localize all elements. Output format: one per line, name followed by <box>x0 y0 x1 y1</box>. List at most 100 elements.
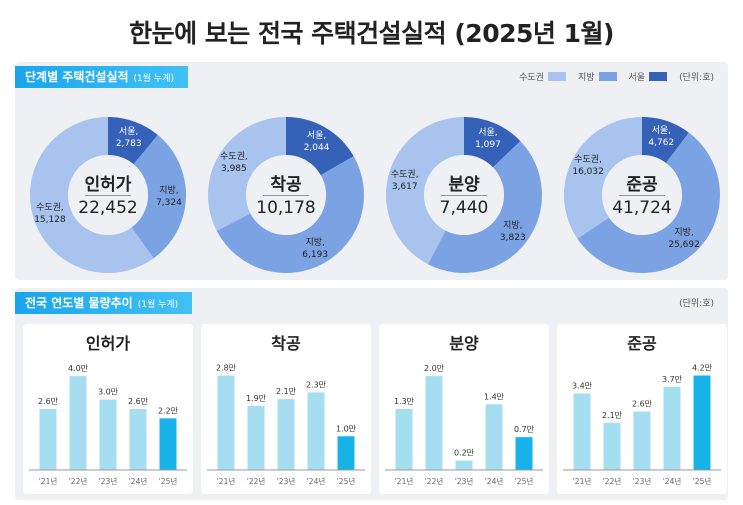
slice-label-수도권: 수도권, 3,985 <box>212 151 256 175</box>
bar-card-start: 착공 2.8만 '21년 1.9만 '22년 2.1만 '23년 2.3만 '24년 1.0만 '2… <box>201 324 371 494</box>
bar-card-permit: 인허가 2.6만 '21년 4.0만 '22년 3.0만 '23년 2.6만 '24년 2.2만 '… <box>23 324 193 494</box>
slice-label-value: 7,324 <box>156 198 182 209</box>
bar-value-label: 2.6만 <box>632 400 653 409</box>
section-tab-label: 전국 연도별 물량추이 <box>25 296 133 310</box>
donut-center-total: 41,724 <box>612 198 672 218</box>
donut-slice-수도권 <box>386 117 464 265</box>
bar-value-label: 0.2만 <box>454 449 475 458</box>
bar-category-label: '25년 <box>693 476 712 486</box>
bar-2 <box>277 399 295 470</box>
bar-4 <box>515 437 533 470</box>
slice-label-지방: 지방, 25,692 <box>662 227 706 251</box>
slice-label-수도권: 수도권, 3,617 <box>383 169 427 193</box>
slice-label-지방: 지방, 3,823 <box>491 220 535 244</box>
bar-value-label: 2.8만 <box>216 364 237 373</box>
bar-chart-svg: 2.8만 '21년 1.9만 '22년 2.1만 '23년 2.3만 '24년 1.0만 '25년 <box>207 364 365 486</box>
donut-center-total: 22,452 <box>78 198 138 218</box>
slice-label-지방: 지방, 7,324 <box>147 185 191 209</box>
slice-label-수도권: 수도권, 16,032 <box>566 154 610 178</box>
slice-label-value: 4,762 <box>648 138 675 149</box>
legend-swatch-metro <box>547 72 566 81</box>
slice-label-서울: 서울, 1,097 <box>466 127 510 151</box>
bar-value-label: 3.0만 <box>98 388 119 397</box>
unit-note: (단위:호) <box>679 299 714 309</box>
bar-3 <box>485 404 503 470</box>
bar-category-label: '25년 <box>159 476 178 486</box>
bar-category-label: '22년 <box>247 476 266 486</box>
donut-slice-서울 <box>108 117 158 165</box>
donut-slice-서울 <box>464 117 521 168</box>
bar-value-label: 1.3만 <box>394 397 415 406</box>
bar-2 <box>99 399 117 470</box>
bar-value-label: 2.3만 <box>306 380 327 389</box>
card-title: 분양 <box>449 334 479 353</box>
bar-1 <box>603 422 621 470</box>
bar-category-label: '22년 <box>69 476 88 486</box>
donut-center-divider <box>619 195 665 196</box>
bar-card-complete: 준공 3.4만 '21년 2.1만 '22년 2.6만 '23년 3.7만 '24년 4.2만 '2… <box>557 324 727 494</box>
yearly-trend-panel: 전국 연도별 물량추이 (1월 누계) (단위:호) 인허가 2.6만 '21년 4.0… <box>15 288 728 500</box>
bar-category-label: '22년 <box>425 476 444 486</box>
donut-complete: 서울, 4,762 지방, 25,692 수도권, 16,032 준공 41,724 <box>557 110 727 280</box>
slice-label-value: 3,823 <box>499 232 526 243</box>
bar-chart-svg: 2.6만 '21년 4.0만 '22년 3.0만 '23년 2.6만 '24년 2.2만 '25년 <box>29 364 187 486</box>
legend-label-local: 지방 <box>577 73 595 83</box>
bar-value-label: 2.6만 <box>38 397 59 406</box>
slice-label-value: 25,692 <box>668 240 700 251</box>
slice-label-value: 3,617 <box>391 181 418 192</box>
slice-label-서울: 서울, 2,044 <box>295 130 339 154</box>
bar-value-label: 2.1만 <box>276 387 297 396</box>
bar-4 <box>693 375 711 470</box>
bar-category-label: '25년 <box>515 476 534 486</box>
slice-label-value: 15,128 <box>34 214 66 225</box>
slice-label-value: 6,193 <box>302 249 329 260</box>
page-title: 한눈에 보는 전국 주택건설실적 (2025년 1월) <box>129 19 614 48</box>
donut-sale: 서울, 1,097 지방, 3,823 수도권, 3,617 분양 7,440 <box>379 110 549 280</box>
slice-label-name: 지방, <box>674 228 694 239</box>
donut-center-divider <box>441 195 487 196</box>
card-title: 준공 <box>627 334 657 353</box>
donut-slice-지방 <box>577 132 720 273</box>
donut-slice-지방 <box>428 141 542 273</box>
donut-slice-서울 <box>642 117 689 164</box>
bar-value-label: 1.0만 <box>336 424 357 433</box>
bar-3 <box>129 408 147 470</box>
slice-label-name: 서울, <box>651 126 671 137</box>
bar-3 <box>307 392 325 470</box>
slice-label-name: 수도권, <box>390 169 419 180</box>
donut-slice-지방 <box>216 156 364 273</box>
donut-slice-지방 <box>131 134 186 259</box>
bar-value-label: 3.7만 <box>662 375 683 384</box>
card-title: 인허가 <box>85 334 131 353</box>
bar-value-label: 0.7만 <box>514 425 535 434</box>
section-tab-label: 단계별 주택건설실적 <box>25 70 129 84</box>
slice-label-name: 수도권, <box>574 155 602 166</box>
slice-label-value: 16,032 <box>572 167 604 178</box>
bar-0 <box>395 408 413 470</box>
slice-label-name: 수도권, <box>220 152 248 163</box>
bar-value-label: 4.0만 <box>68 364 89 373</box>
slice-label-서울: 서울, 4,762 <box>639 125 683 149</box>
bar-category-label: '21년 <box>573 476 592 486</box>
bar-category-label: '24년 <box>663 476 682 486</box>
legend-label-seoul: 서울 <box>628 73 646 83</box>
donut-slice-서울 <box>286 117 354 176</box>
donut-svg <box>564 117 720 273</box>
section-tab-sub: (1월 누계) <box>137 300 179 310</box>
bar-0 <box>573 393 591 470</box>
slice-label-value: 3,985 <box>220 164 247 175</box>
slice-label-name: 서울, <box>306 131 327 142</box>
bar-category-label: '24년 <box>485 476 504 486</box>
bar-value-label: 4.2만 <box>692 364 713 373</box>
bar-1 <box>247 405 265 470</box>
legend-swatch-local <box>598 72 617 81</box>
bar-4 <box>159 418 177 470</box>
donut-slice-수도권 <box>30 117 154 273</box>
bar-value-label: 2.6만 <box>128 397 149 406</box>
bar-category-label: '21년 <box>395 476 414 486</box>
bar-1 <box>425 376 443 470</box>
bar-value-label: 2.1만 <box>602 411 623 420</box>
bar-category-label: '24년 <box>307 476 326 486</box>
bar-category-label: '23년 <box>277 476 296 486</box>
legend-unit: (단위:호) <box>679 73 714 83</box>
